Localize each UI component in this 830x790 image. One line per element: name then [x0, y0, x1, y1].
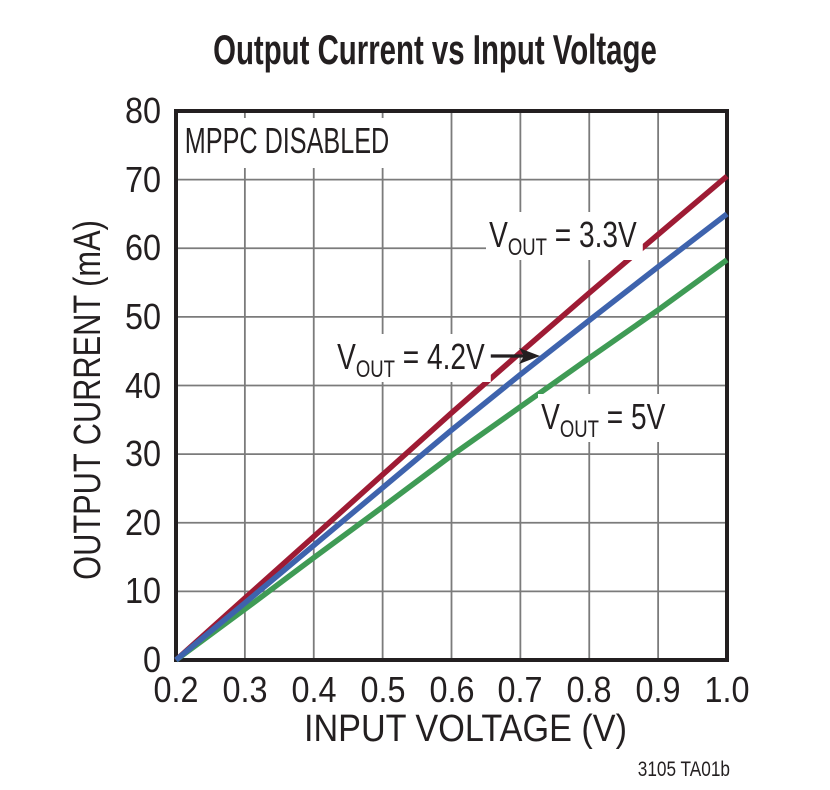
x-tick-label: 0.6 — [428, 669, 475, 710]
x-tick-label: 0.9 — [635, 669, 681, 710]
y-tick-label: 60 — [124, 227, 161, 269]
x-tick-label: 0.8 — [566, 669, 612, 710]
series-label-vout-5v: VOUT = 5V — [538, 394, 709, 442]
x-tick-label: 0.3 — [222, 669, 268, 710]
y-tick-label: 50 — [124, 295, 161, 337]
y-tick-label: 0 — [142, 639, 161, 680]
label-prefix: V — [541, 396, 560, 437]
label-prefix: V — [337, 336, 356, 377]
label-suffix: = 4.2V — [394, 336, 485, 377]
label-suffix: = 5V — [598, 396, 666, 437]
x-axis-title: INPUT VOLTAGE (V) — [303, 708, 628, 750]
series-line-vout-5v — [174, 257, 729, 663]
chart-title: Output Current vs Input Voltage — [40, 26, 830, 74]
label-subscript: OUT — [507, 234, 547, 262]
y-tick-label: 40 — [124, 364, 161, 406]
figure-reference: 3105 TA01b — [637, 758, 730, 781]
y-tick-label: 80 — [124, 90, 161, 131]
label-subscript: OUT — [559, 416, 599, 444]
x-tick-label: 0.7 — [497, 669, 543, 710]
annotation-arrow-icon — [519, 348, 540, 364]
plot-frame — [174, 109, 729, 662]
label-suffix: = 3.3V — [546, 214, 637, 255]
series-label-vout-4p2v: VOUT = 4.2V — [334, 334, 535, 382]
x-tick-label: 1.0 — [704, 669, 750, 710]
label-subscript: OUT — [355, 356, 395, 384]
y-axis-title: OUTPUT CURRENT (mA) — [67, 220, 109, 580]
x-tick-label: 0.5 — [360, 669, 406, 710]
y-tick-label: 70 — [124, 158, 161, 200]
x-tick-label: 0.2 — [153, 669, 199, 710]
y-tick-label: 20 — [124, 501, 161, 543]
x-tick-label: 0.4 — [291, 669, 337, 710]
annotation-mppc-disabled: MPPC DISABLED — [182, 118, 492, 168]
y-tick-label: 10 — [124, 570, 161, 612]
series-label-vout-3p3v: VOUT = 3.3V — [486, 212, 687, 260]
label-prefix: V — [489, 214, 508, 255]
series-line-vout-4.2v — [174, 211, 729, 663]
y-tick-label: 30 — [124, 433, 161, 475]
chart-title-text: Output Current vs Input Voltage — [213, 26, 657, 73]
